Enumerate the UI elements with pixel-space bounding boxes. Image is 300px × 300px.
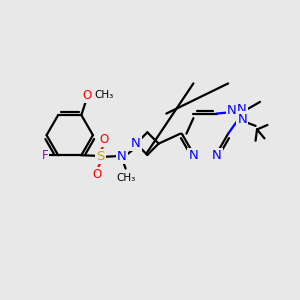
Text: O: O: [82, 88, 91, 102]
Text: N: N: [131, 137, 141, 150]
Text: O: O: [92, 168, 102, 181]
Text: CH₃: CH₃: [94, 90, 113, 100]
Text: CH₃: CH₃: [117, 173, 136, 183]
Text: N: N: [212, 149, 221, 162]
Text: N: N: [237, 112, 247, 125]
Text: N: N: [227, 104, 237, 117]
Text: O: O: [100, 133, 109, 146]
Text: S: S: [97, 150, 105, 163]
Text: N: N: [117, 150, 127, 163]
Text: N: N: [237, 103, 247, 116]
Text: N: N: [188, 149, 198, 162]
Text: F: F: [41, 149, 48, 162]
